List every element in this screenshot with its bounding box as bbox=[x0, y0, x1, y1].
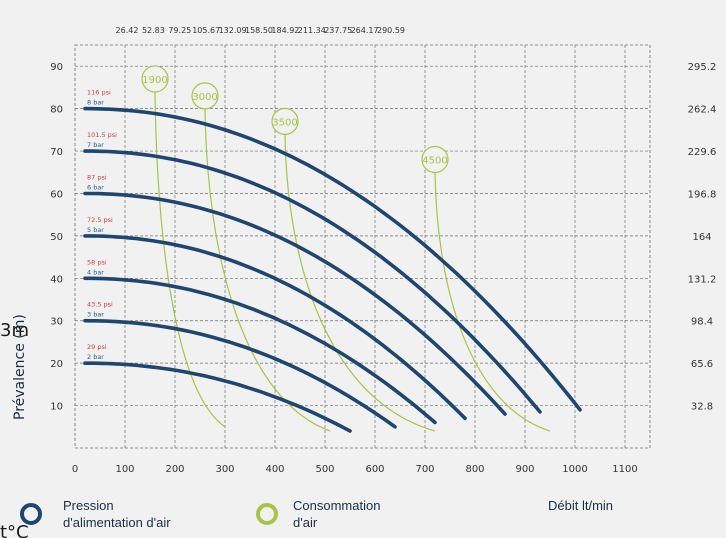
legend-air-line2: d'air bbox=[293, 515, 318, 530]
top-tick-label: 158.50 bbox=[245, 26, 273, 35]
top-tick-label: 211.34 bbox=[298, 26, 326, 35]
top-tick-label: 237.75 bbox=[324, 26, 352, 35]
pressure-labels: 29 psi 2 bar 43.5 psi 3 bar 58 psi 4 bar 72.5 … bbox=[87, 89, 117, 362]
air-consumption-bubble bbox=[141, 65, 169, 93]
pressure-bar-label: 2 bar bbox=[87, 353, 104, 361]
pressure-curve bbox=[83, 276, 437, 425]
top-tick-label: 52.83 bbox=[142, 26, 165, 35]
pressure-curve bbox=[83, 149, 542, 414]
right-tick-label: 229.6 bbox=[688, 147, 717, 158]
x-tick-label: 200 bbox=[165, 464, 184, 475]
right-tick-label: 196.8 bbox=[688, 189, 717, 200]
pressure-psi-label: 87 psi bbox=[87, 173, 107, 181]
x-tick-label: 100 bbox=[115, 464, 134, 475]
pressure-psi-label: 29 psi bbox=[87, 343, 107, 351]
air-consumption-value: 3000 bbox=[192, 92, 217, 103]
legend-pressure-line1: Pression bbox=[63, 498, 114, 513]
pressure-curve bbox=[83, 234, 467, 421]
pressure-psi-label: 58 psi bbox=[87, 258, 107, 266]
x-tick-label: 1000 bbox=[562, 464, 587, 475]
pressure-bar-label: 3 bar bbox=[87, 311, 104, 319]
pressure-curve bbox=[83, 191, 507, 416]
pressure-psi-label: 72.5 psi bbox=[87, 216, 113, 224]
pressure-curve bbox=[83, 318, 397, 429]
legend-air-line1: Consommation bbox=[293, 498, 380, 513]
y-tick-label: 70 bbox=[50, 147, 63, 158]
top-tick-label: 184.92 bbox=[271, 26, 299, 35]
x-tick-label: 700 bbox=[415, 464, 434, 475]
air-consumption-curve bbox=[434, 172, 551, 432]
pressure-psi-label: 43.5 psi bbox=[87, 301, 113, 309]
x-tick-label: 900 bbox=[515, 464, 534, 475]
air-consumption-curves: 1900 3000 3500 4500 bbox=[141, 65, 551, 432]
air-consumption-bubble bbox=[191, 82, 219, 110]
air-consumption-value: 4500 bbox=[422, 156, 447, 167]
x-tick-label: 400 bbox=[265, 464, 284, 475]
top-tick-label: 79.25 bbox=[168, 26, 191, 35]
legend: Pression d'alimentation d'air Consommati… bbox=[20, 498, 613, 530]
x-tick-label: 600 bbox=[365, 464, 384, 475]
pressure-bar-label: 4 bar bbox=[87, 268, 104, 276]
y-tick-label: 10 bbox=[50, 402, 63, 413]
y-tick-label: 90 bbox=[50, 62, 63, 73]
pressure-curves bbox=[83, 106, 582, 433]
pressure-curve bbox=[83, 106, 582, 412]
right-tick-label: 32.8 bbox=[691, 402, 713, 413]
y-tick-label: 50 bbox=[50, 232, 63, 243]
bottom-edge-fragment: t°C bbox=[0, 522, 29, 538]
x-axis-unit-label: Débit lt/min bbox=[548, 498, 613, 513]
top-tick-label: 290.59 bbox=[377, 26, 405, 35]
y-tick-label: 40 bbox=[50, 274, 63, 285]
x-tick-label: 0 bbox=[72, 464, 78, 475]
plot-frame bbox=[74, 44, 651, 449]
pressure-bar-label: 5 bar bbox=[87, 226, 104, 234]
y-tick-label: 30 bbox=[50, 317, 63, 328]
legend-pressure-line2: d'alimentation d'air bbox=[63, 515, 171, 530]
x-tick-label: 500 bbox=[315, 464, 334, 475]
top-tick-label: 105.67 bbox=[192, 26, 220, 35]
pressure-bar-label: 8 bar bbox=[87, 99, 104, 107]
top-tick-label: 26.42 bbox=[116, 26, 139, 35]
pressure-psi-label: 101.5 psi bbox=[87, 131, 117, 139]
air-consumption-bubble bbox=[271, 107, 299, 135]
y-tick-label: 60 bbox=[50, 189, 63, 200]
x-tick-label: 800 bbox=[465, 464, 484, 475]
air-consumption-curve bbox=[154, 91, 226, 428]
right-tick-label: 131.2 bbox=[688, 274, 717, 285]
right-tick-label: 262.4 bbox=[688, 105, 717, 116]
air-consumption-curve bbox=[284, 134, 436, 432]
right-tick-label: 98.4 bbox=[691, 317, 713, 328]
air-consumption-legend-icon bbox=[256, 503, 278, 525]
pressure-legend-icon bbox=[20, 503, 42, 525]
y-tick-label: 80 bbox=[50, 105, 63, 116]
y-tick-label: 20 bbox=[50, 359, 63, 370]
air-consumption-value: 3500 bbox=[272, 117, 297, 128]
right-tick-label: 295.2 bbox=[688, 62, 717, 73]
top-tick-label: 132.09 bbox=[219, 26, 247, 35]
y-axis-label: Prévalence (m) bbox=[12, 314, 28, 420]
x-tick-label: 1100 bbox=[612, 464, 637, 475]
x-tick-label: 300 bbox=[215, 464, 234, 475]
right-tick-label: 65.6 bbox=[691, 359, 713, 370]
air-consumption-bubble bbox=[421, 145, 449, 174]
pressure-bar-label: 7 bar bbox=[87, 141, 104, 149]
left-edge-fragment: 3m bbox=[0, 320, 29, 341]
pressure-curve bbox=[83, 361, 352, 433]
air-consumption-value: 1900 bbox=[142, 75, 167, 86]
right-tick-label: 164 bbox=[692, 232, 711, 243]
pressure-bar-label: 6 bar bbox=[87, 183, 104, 191]
pressure-psi-label: 116 psi bbox=[87, 89, 111, 97]
top-tick-label: 264.17 bbox=[351, 26, 379, 35]
axis-ticks: 0 100 200 300 400 500 600 700 800 900 1000 1100 10 32… bbox=[50, 26, 716, 475]
